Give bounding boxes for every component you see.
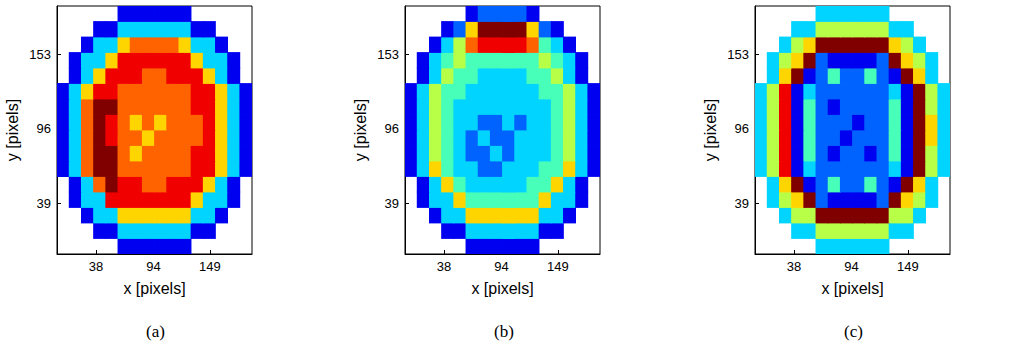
svg-text:(c): (c) bbox=[844, 322, 863, 341]
svg-text:y [pixels]: y [pixels] bbox=[352, 99, 369, 161]
svg-text:(a): (a) bbox=[146, 322, 165, 341]
svg-text:38: 38 bbox=[89, 259, 103, 274]
svg-text:149: 149 bbox=[199, 259, 221, 274]
svg-text:(b): (b) bbox=[494, 322, 514, 341]
svg-text:y [pixels]: y [pixels] bbox=[702, 99, 719, 161]
svg-text:149: 149 bbox=[897, 259, 919, 274]
svg-text:38: 38 bbox=[787, 259, 801, 274]
svg-text:94: 94 bbox=[844, 259, 858, 274]
svg-text:149: 149 bbox=[547, 259, 569, 274]
svg-text:96: 96 bbox=[385, 121, 399, 136]
svg-text:39: 39 bbox=[37, 196, 51, 211]
svg-text:y [pixels]: y [pixels] bbox=[4, 99, 21, 161]
svg-text:94: 94 bbox=[146, 259, 160, 274]
svg-text:94: 94 bbox=[494, 259, 508, 274]
svg-text:x [pixels]: x [pixels] bbox=[123, 280, 185, 297]
svg-text:153: 153 bbox=[377, 47, 399, 62]
svg-text:96: 96 bbox=[37, 121, 51, 136]
svg-text:x [pixels]: x [pixels] bbox=[821, 280, 883, 297]
svg-text:x [pixels]: x [pixels] bbox=[471, 280, 533, 297]
svg-text:38: 38 bbox=[437, 259, 451, 274]
svg-text:153: 153 bbox=[29, 47, 51, 62]
svg-text:39: 39 bbox=[735, 196, 749, 211]
svg-text:96: 96 bbox=[735, 121, 749, 136]
svg-text:153: 153 bbox=[727, 47, 749, 62]
svg-text:39: 39 bbox=[385, 196, 399, 211]
